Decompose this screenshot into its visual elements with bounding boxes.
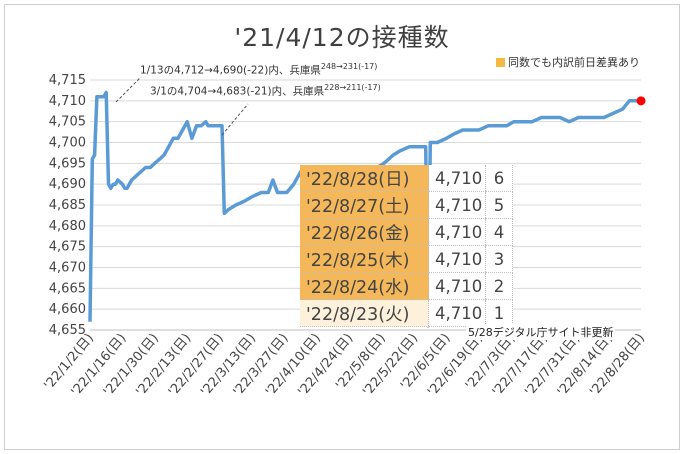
annotation-mar1-text: 3/1の4,704→4,683(-21)内、兵庫県 <box>150 85 325 98</box>
row-value: 4,710 <box>428 299 486 327</box>
row-rank: 2 <box>485 272 513 300</box>
table-row: '22/8/28(日) 4,710 6 <box>300 165 513 192</box>
row-value: 4,710 <box>428 218 486 246</box>
y-tick-label: 4,705 <box>49 115 86 130</box>
y-tick-label: 4,670 <box>49 261 86 276</box>
table-row: '22/8/27(土) 4,710 5 <box>300 191 513 219</box>
y-tick-label: 4,695 <box>49 156 86 171</box>
legend-swatch <box>496 58 505 67</box>
row-date: '22/8/24(水) <box>300 272 429 300</box>
row-value: 4,710 <box>428 165 486 192</box>
annotation-jan13-leader <box>115 76 142 103</box>
annotation-jan13: 1/13の4,712→4,690(-22)内、兵庫県248→231(-17) <box>140 62 377 78</box>
row-value: 4,710 <box>428 245 486 273</box>
row-rank: 3 <box>485 245 513 273</box>
row-rank: 4 <box>485 218 513 246</box>
chart-title: '21/4/12の接種数 <box>234 23 450 52</box>
row-value: 4,710 <box>428 191 486 219</box>
y-tick-label: 4,715 <box>49 73 86 88</box>
row-rank: 1 <box>485 299 513 327</box>
row-date: '22/8/27(土) <box>300 191 429 219</box>
legend: 同数でも内訳前日差異あり <box>496 54 640 70</box>
row-rank: 5 <box>485 191 513 219</box>
y-tick-label: 4,700 <box>49 136 86 151</box>
annotation-jan13-sup: 248→231(-17) <box>320 62 378 71</box>
y-tick-label: 4,690 <box>49 177 86 192</box>
row-date: '22/8/23(火) <box>300 299 429 327</box>
recent-values-table: '22/8/28(日) 4,710 6 '22/8/27(土) 4,710 5 '22/… <box>300 165 513 327</box>
annotation-mar1: 3/1の4,704→4,683(-21)内、兵庫県228→211(-17) <box>150 83 381 99</box>
row-rank: 6 <box>485 165 513 192</box>
table-row: '22/8/25(木) 4,710 3 <box>300 245 513 273</box>
table-row: '22/8/24(水) 4,710 2 <box>300 272 513 300</box>
row-value: 4,710 <box>428 272 486 300</box>
y-tick-label: 4,710 <box>49 94 86 109</box>
y-tick-label: 4,680 <box>49 219 86 234</box>
y-tick-label: 4,655 <box>49 323 86 338</box>
table-row: '22/8/26(金) 4,710 4 <box>300 218 513 246</box>
annotation-mar1-sup: 228→211(-17) <box>324 83 381 92</box>
row-date: '22/8/25(木) <box>300 245 429 273</box>
y-tick-label: 4,685 <box>49 198 86 213</box>
legend-label: 同数でも内訳前日差異あり <box>508 56 640 69</box>
annotation-jan13-text: 1/13の4,712→4,690(-22)内、兵庫県 <box>140 64 321 77</box>
note-may28: 5/28デジタル庁サイト非更新 <box>466 324 616 340</box>
table-row: '22/8/23(火) 4,710 1 <box>300 299 513 327</box>
y-tick-label: 4,675 <box>49 240 86 255</box>
annotation-mar1-leader <box>221 103 249 136</box>
series-line <box>88 90 641 328</box>
y-tick-label: 4,665 <box>49 281 86 296</box>
row-date: '22/8/28(日) <box>300 165 429 192</box>
latest-point-marker <box>636 96 646 106</box>
row-date: '22/8/26(金) <box>300 218 429 246</box>
y-tick-label: 4,660 <box>49 302 86 317</box>
